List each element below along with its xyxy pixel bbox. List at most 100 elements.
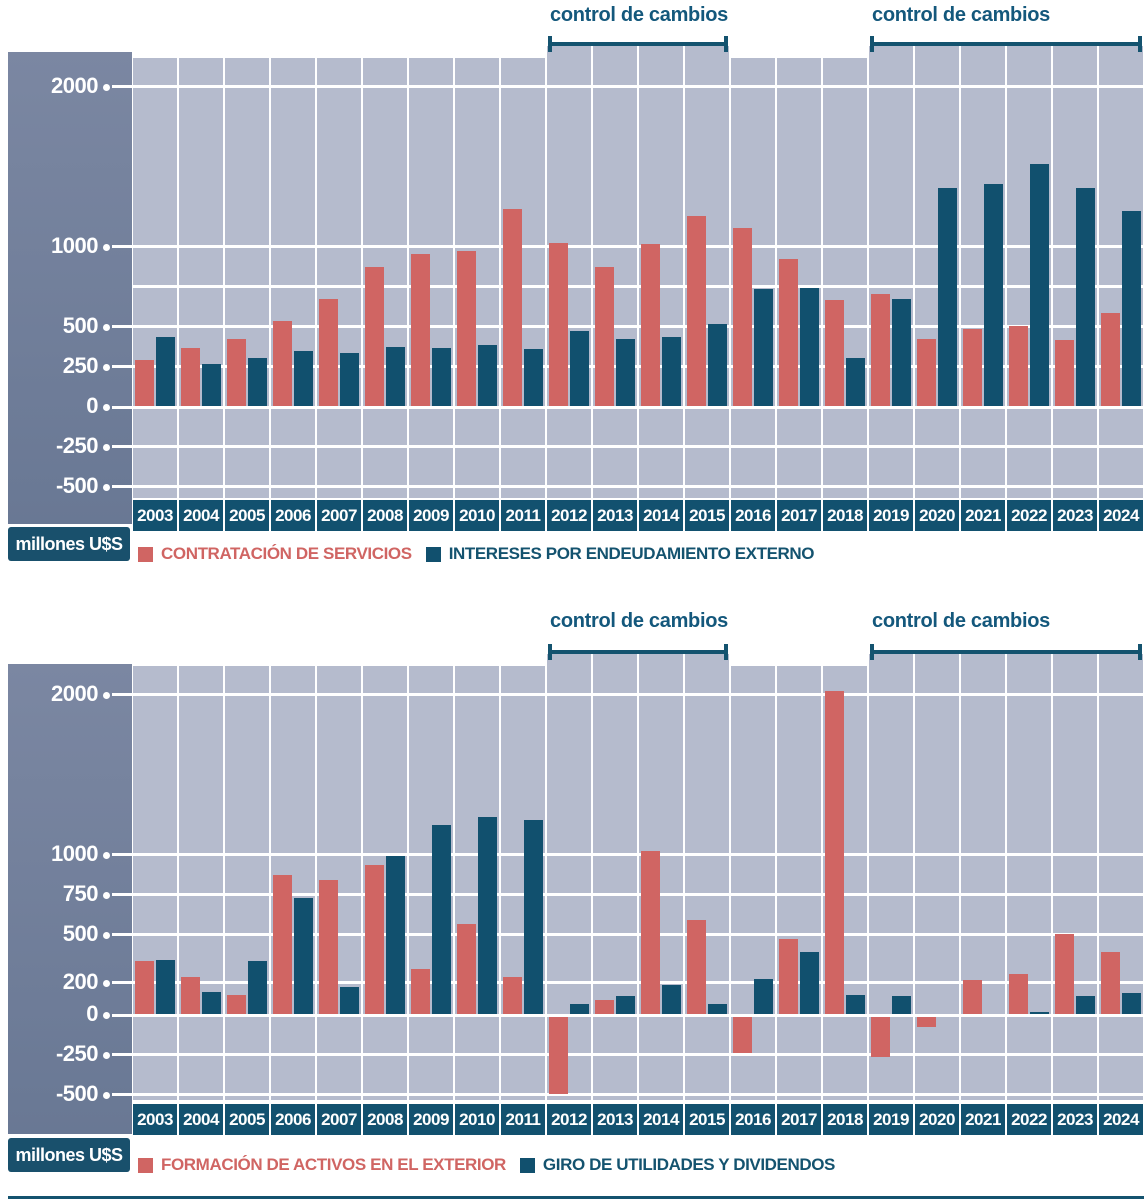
bar-2022-giro-de-utilidades-y-dividendos xyxy=(1030,1011,1049,1014)
bar-2007-formacion-de-activos-en-el-exterior xyxy=(319,879,338,1014)
axis-label-500: 500 xyxy=(62,313,99,338)
legend-label-utilidades: GIRO DE UTILIDADES Y DIVIDENDOS xyxy=(542,1155,835,1174)
tick-dot--250 xyxy=(103,1052,110,1059)
bar-2007-giro-de-utilidades-y-dividendos xyxy=(340,986,359,1014)
control-period-column-2020 xyxy=(915,46,959,58)
bar-2016-giro-de-utilidades-y-dividendos xyxy=(754,978,773,1014)
year-cell-2023: 2023 xyxy=(1053,1104,1097,1135)
unit-label-box: millones U$S xyxy=(8,1138,130,1172)
control-bracket-label: control de cambios xyxy=(872,4,1050,26)
bar-2024-contratacion-de-servicios xyxy=(1101,313,1120,406)
control-period-column-2021 xyxy=(961,654,1005,666)
tick-dot-200 xyxy=(103,980,110,987)
tick-line-500 xyxy=(112,325,132,328)
control-period-column-2024 xyxy=(1099,46,1143,58)
bar-2006-contratacion-de-servicios xyxy=(273,321,292,406)
plot-column-2003 xyxy=(133,58,177,498)
control-bracket-cap-right xyxy=(1138,36,1142,52)
year-cell-2003: 2003 xyxy=(133,500,177,531)
bar-2003-intereses-por-endeudamiento-externo xyxy=(156,337,175,406)
plot-column-2019 xyxy=(869,58,913,498)
bar-2010-intereses-por-endeudamiento-externo xyxy=(478,345,497,406)
bar-2017-contratacion-de-servicios xyxy=(779,258,798,406)
gridline-250 xyxy=(132,365,1144,368)
year-cell-2022: 2022 xyxy=(1007,1104,1051,1135)
bar-2016-contratacion-de-servicios xyxy=(733,228,752,406)
plot-column-2003 xyxy=(133,666,177,1100)
bar-2023-formacion-de-activos-en-el-exterior xyxy=(1055,934,1074,1014)
axis-label-0: 0 xyxy=(86,393,98,418)
legend-label-activos: FORMACIÓN DE ACTIVOS EN EL EXTERIOR xyxy=(161,1155,506,1174)
bar-2009-giro-de-utilidades-y-dividendos xyxy=(432,825,451,1014)
control-period-column-2015 xyxy=(685,46,729,58)
bar-2018-contratacion-de-servicios xyxy=(825,300,844,406)
year-cell-2024: 2024 xyxy=(1099,1104,1143,1135)
plot-column-2013 xyxy=(593,666,637,1100)
control-period-column-2014 xyxy=(639,654,683,666)
bar-2008-intereses-por-endeudamiento-externo xyxy=(386,346,405,406)
year-cell-2004: 2004 xyxy=(179,500,223,531)
plot-column-2023 xyxy=(1053,666,1097,1100)
tick-line--250 xyxy=(112,445,132,448)
plot-column-2024 xyxy=(1099,666,1143,1100)
bar-2024-intereses-por-endeudamiento-externo xyxy=(1122,210,1141,406)
bar-2004-contratacion-de-servicios xyxy=(181,348,200,406)
tick-dot-2000 xyxy=(103,84,110,91)
year-cell-2018: 2018 xyxy=(823,1104,867,1135)
year-cell-2007: 2007 xyxy=(317,500,361,531)
bar-2023-intereses-por-endeudamiento-externo xyxy=(1076,188,1095,406)
bar-2006-giro-de-utilidades-y-dividendos xyxy=(294,898,313,1014)
gridline-2000 xyxy=(132,693,1144,696)
tick-dot-0 xyxy=(103,1012,110,1019)
tick-line--250 xyxy=(112,1053,132,1056)
bar-2011-contratacion-de-servicios xyxy=(503,209,522,406)
bar-2012-formacion-de-activos-en-el-exterior xyxy=(549,1017,568,1094)
bar-2014-intereses-por-endeudamiento-externo xyxy=(662,337,681,406)
year-cell-2015: 2015 xyxy=(685,500,729,531)
control-period-column-2024 xyxy=(1099,654,1143,666)
year-cell-2009: 2009 xyxy=(409,1104,453,1135)
control-bracket xyxy=(870,650,1142,654)
tick-dot--500 xyxy=(103,1092,110,1099)
axis-label--250: -250 xyxy=(55,433,99,458)
gridline--250 xyxy=(132,1053,1144,1056)
bar-2011-giro-de-utilidades-y-dividendos xyxy=(524,820,543,1014)
bar-2021-intereses-por-endeudamiento-externo xyxy=(984,183,1003,406)
control-period-column-2022 xyxy=(1007,654,1051,666)
bar-2009-formacion-de-activos-en-el-exterior xyxy=(411,969,430,1014)
control-period-column-2023 xyxy=(1053,46,1097,58)
bar-2021-formacion-de-activos-en-el-exterior xyxy=(963,980,982,1014)
tick-dot-750 xyxy=(103,892,110,899)
tick-dot-500 xyxy=(103,324,110,331)
bar-2004-intereses-por-endeudamiento-externo xyxy=(202,364,221,406)
year-cell-2004: 2004 xyxy=(179,1104,223,1135)
bar-2005-formacion-de-activos-en-el-exterior xyxy=(227,994,246,1014)
control-period-column-2020 xyxy=(915,654,959,666)
tick-dot-250 xyxy=(103,364,110,371)
year-cell-2008: 2008 xyxy=(363,1104,407,1135)
year-cell-2008: 2008 xyxy=(363,500,407,531)
axis-label-200: 200 xyxy=(62,969,99,994)
bar-2023-contratacion-de-servicios xyxy=(1055,339,1074,406)
bar-2022-contratacion-de-servicios xyxy=(1009,326,1028,406)
control-period-column-2021 xyxy=(961,46,1005,58)
tick-dot-2000 xyxy=(103,692,110,699)
bar-2020-intereses-por-endeudamiento-externo xyxy=(938,188,957,406)
axis-label-500: 500 xyxy=(62,921,99,946)
control-bracket-cap-left xyxy=(870,644,874,660)
y-axis-panel xyxy=(8,52,132,524)
tick-dot--250 xyxy=(103,444,110,451)
axis-label-2000: 2000 xyxy=(51,73,98,98)
year-cell-2021: 2021 xyxy=(961,1104,1005,1135)
legend-label-intereses: INTERESES POR ENDEUDAMIENTO EXTERNO xyxy=(448,544,815,563)
control-period-column-2015 xyxy=(685,654,729,666)
plot-column-2004 xyxy=(179,58,223,498)
control-bracket-label: control de cambios xyxy=(550,610,728,632)
year-cell-2022: 2022 xyxy=(1007,500,1051,531)
gridline--500 xyxy=(132,485,1144,488)
bar-2021-contratacion-de-servicios xyxy=(963,329,982,406)
bar-2014-contratacion-de-servicios xyxy=(641,244,660,406)
year-cell-2011: 2011 xyxy=(501,500,545,531)
axis-label-1000: 1000 xyxy=(51,233,98,258)
bar-2011-formacion-de-activos-en-el-exterior xyxy=(503,977,522,1014)
